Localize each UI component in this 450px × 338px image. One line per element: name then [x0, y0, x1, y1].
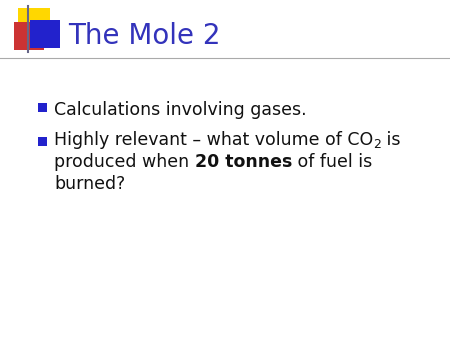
Text: Calculations involving gases.: Calculations involving gases.: [54, 101, 306, 119]
Text: burned?: burned?: [54, 175, 125, 193]
Text: is: is: [381, 131, 400, 149]
Bar: [14, 22, 44, 50]
Text: The Mole 2: The Mole 2: [68, 22, 220, 50]
Text: produced when: produced when: [54, 153, 194, 171]
Bar: [38, 137, 47, 146]
Text: of fuel is: of fuel is: [292, 153, 372, 171]
Bar: [30, 20, 60, 48]
Bar: [18, 8, 50, 36]
Text: 2: 2: [373, 138, 381, 151]
Bar: [38, 103, 47, 112]
Text: Highly relevant – what volume of CO: Highly relevant – what volume of CO: [54, 131, 373, 149]
Text: 20 tonnes: 20 tonnes: [194, 153, 292, 171]
